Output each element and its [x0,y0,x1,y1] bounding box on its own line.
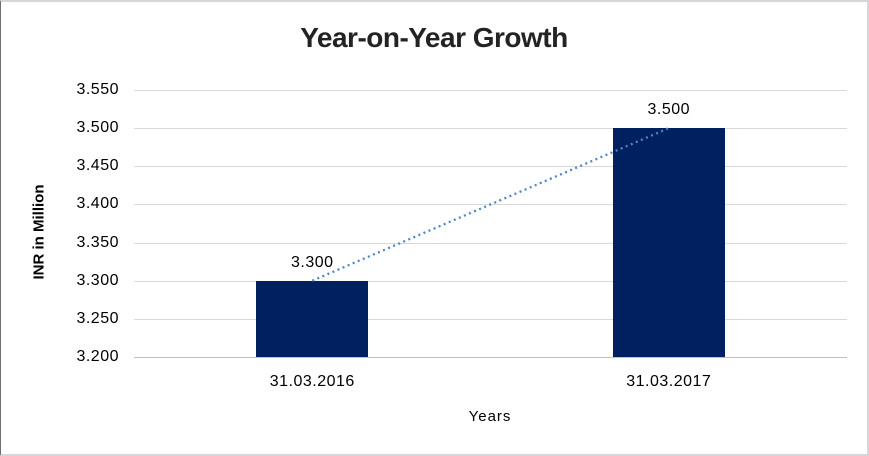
gridline [134,166,847,168]
bar [612,128,725,357]
y-tick-label: 3.200 [76,348,119,365]
y-tick-label: 3.350 [76,233,119,251]
gridline [134,242,847,244]
x-axis-title: Years [468,408,512,425]
bar-data-label: 3.300 [290,253,334,271]
gridline [134,128,847,130]
x-tick-label: 31.03.2016 [269,373,355,390]
bar [256,280,369,357]
y-tick-label: 3.400 [76,195,119,213]
gridline [134,280,847,282]
chart-title: Year-on-Year Growth [300,22,568,53]
plot-area [134,90,847,358]
trendline-layer [311,127,670,282]
x-axis-line [134,357,847,358]
bar-data-label: 3.500 [647,101,691,119]
y-tick-label: 3.450 [76,157,119,175]
trendline [311,127,670,282]
gridline [134,90,847,91]
x-tick-label: 31.03.2017 [626,373,712,390]
gridline [134,318,847,320]
y-tick-label: 3.250 [76,309,119,327]
y-tick-label: 3.500 [76,119,119,137]
y-tick-label: 3.300 [76,271,119,289]
y-tick-label: 3.550 [76,81,119,98]
